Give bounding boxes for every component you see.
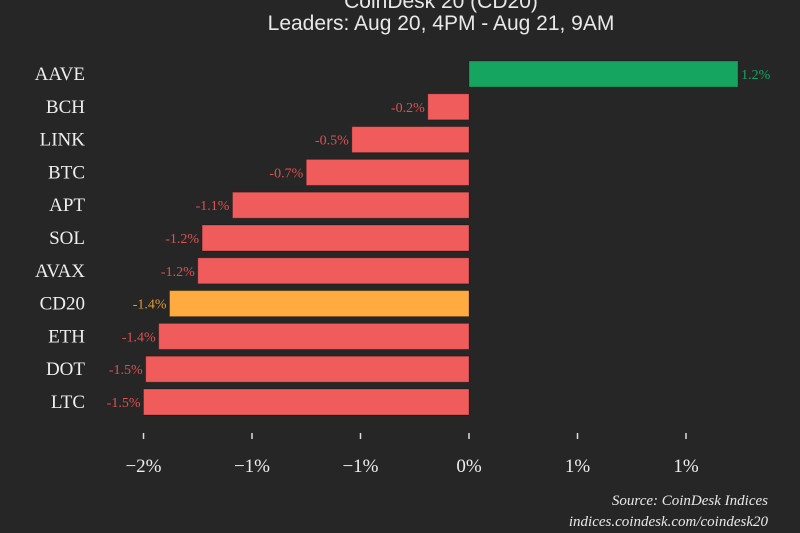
data-label: -0.5% — [315, 134, 349, 149]
x-tick-label: 0% — [456, 456, 482, 477]
category-label: DOT — [46, 359, 85, 380]
data-label: -1.4% — [122, 330, 156, 345]
data-label: -1.4% — [133, 298, 167, 313]
category-label: LINK — [40, 130, 86, 151]
chart-subtitle: Leaders: Aug 20, 4PM - Aug 21, 9AM — [268, 12, 615, 35]
x-tick-label: −1% — [234, 456, 270, 477]
bar-aave — [468, 60, 739, 88]
bar-btc — [305, 158, 470, 186]
bar-apt — [231, 191, 470, 219]
bar-eth — [158, 322, 470, 350]
bar-sol — [201, 224, 470, 252]
bar-dot — [145, 355, 470, 383]
x-tick-label: 1% — [673, 456, 699, 477]
category-label: AAVE — [35, 64, 85, 85]
category-label: SOL — [49, 228, 85, 249]
data-label: -0.2% — [391, 101, 425, 116]
data-label: -1.2% — [161, 265, 195, 280]
category-label: AVAX — [35, 261, 85, 282]
x-tick-label: −2% — [125, 456, 161, 477]
data-label: -1.1% — [196, 199, 230, 214]
x-tick-label: 1% — [565, 456, 591, 477]
x-tick-label: −1% — [342, 456, 378, 477]
data-label: 1.2% — [741, 68, 771, 83]
category-label: APT — [49, 195, 85, 216]
bar-bch — [427, 93, 470, 121]
category-label: CD20 — [40, 294, 85, 315]
data-label: -1.5% — [109, 363, 143, 378]
bar-avax — [197, 257, 470, 285]
bar-link — [351, 126, 470, 154]
bar-cd20 — [169, 290, 470, 318]
bar-ltc — [143, 388, 470, 416]
source-url: indices.coindesk.com/coindesk20 — [569, 514, 769, 530]
category-label: LTC — [51, 392, 85, 413]
category-label: BCH — [46, 97, 85, 118]
data-label: -1.5% — [107, 396, 141, 411]
data-label: -0.7% — [269, 166, 303, 181]
category-label: BTC — [48, 162, 85, 183]
source-text: Source: CoinDesk Indices — [612, 493, 768, 509]
data-label: -1.2% — [165, 232, 199, 247]
chart-title: CoinDesk 20 (CD20) — [344, 0, 538, 13]
category-label: ETH — [48, 326, 85, 347]
